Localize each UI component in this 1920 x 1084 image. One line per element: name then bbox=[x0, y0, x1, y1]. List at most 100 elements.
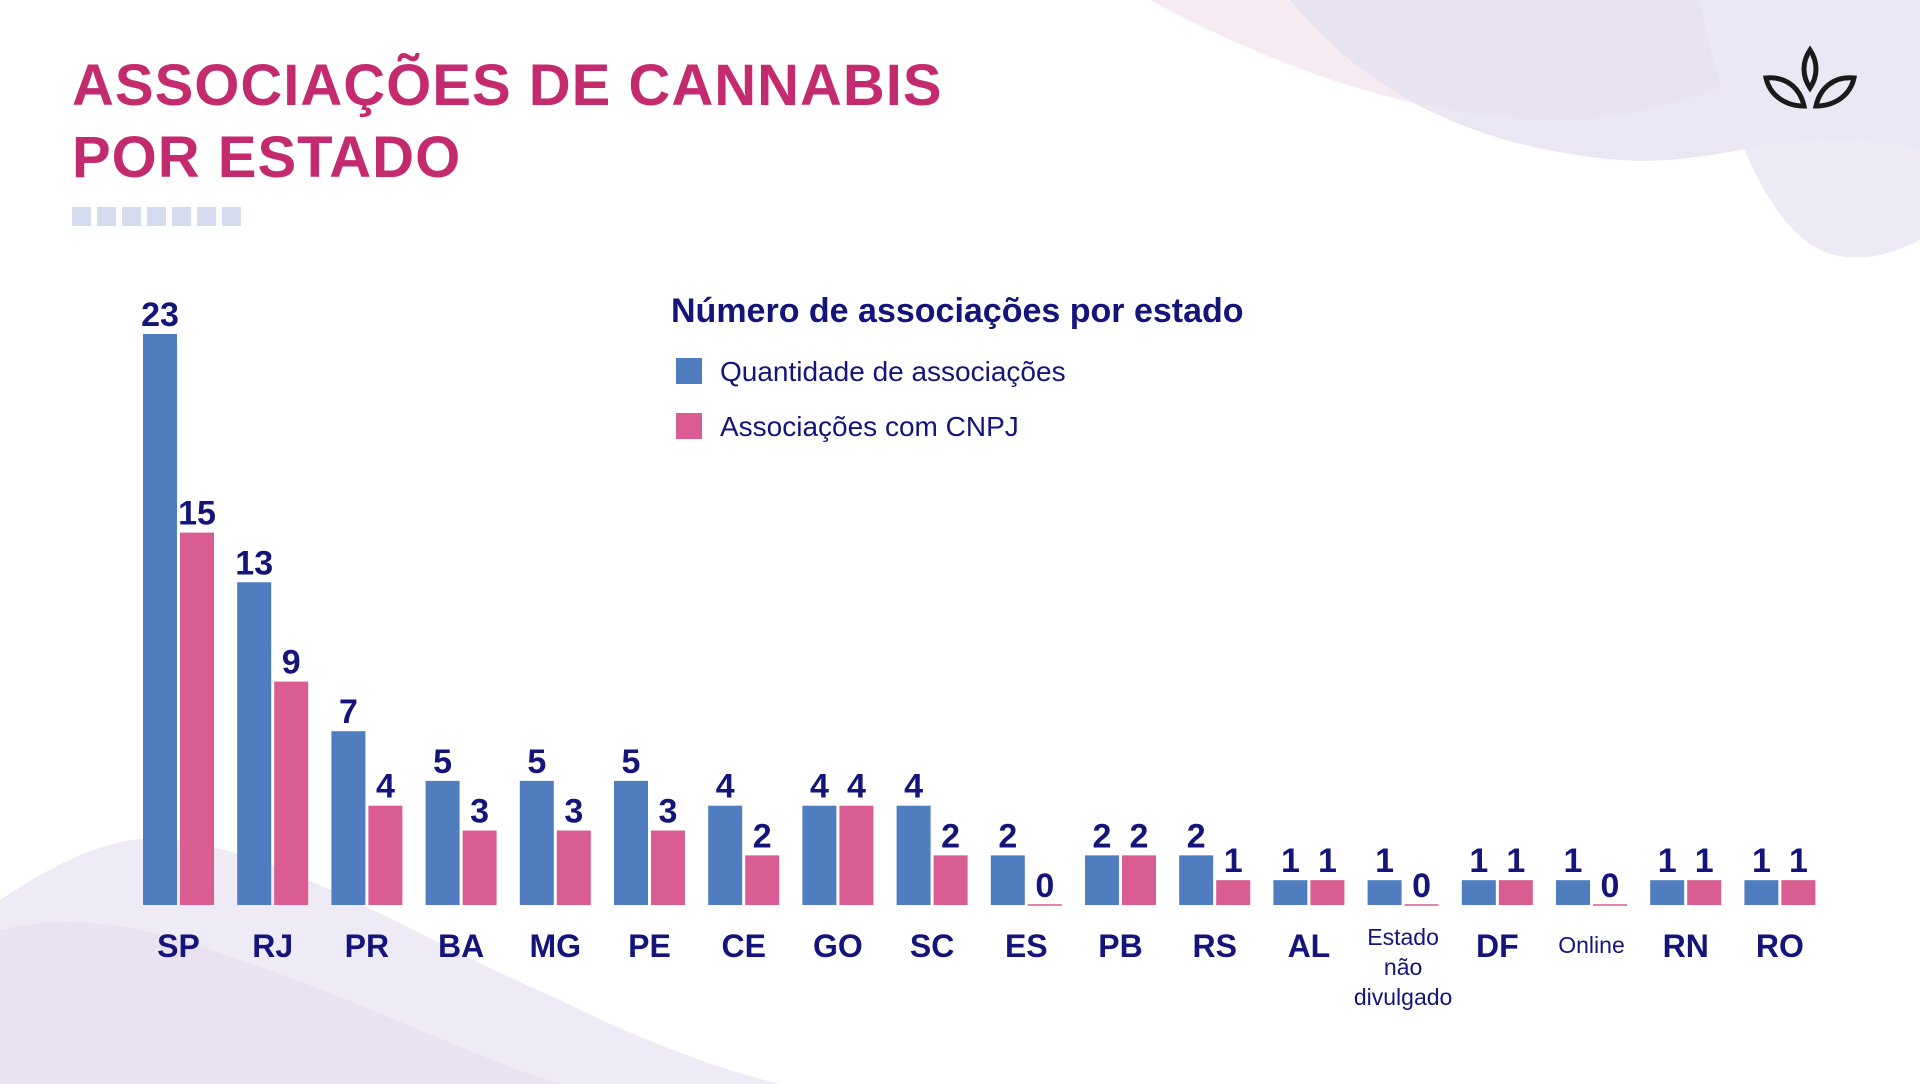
value-label: 2 bbox=[753, 817, 772, 855]
deco-square bbox=[97, 207, 116, 226]
value-label: 3 bbox=[564, 793, 583, 831]
value-label: 15 bbox=[178, 495, 216, 533]
category-label: MG bbox=[530, 928, 582, 964]
value-label: 5 bbox=[433, 743, 452, 781]
category-label: RS bbox=[1192, 928, 1236, 964]
bar-rs-s2 bbox=[1216, 880, 1251, 905]
value-label: 23 bbox=[141, 296, 179, 334]
bar-pr-s1 bbox=[331, 731, 366, 905]
category-label: Online bbox=[1558, 932, 1624, 958]
value-label: 2 bbox=[998, 817, 1017, 855]
bar-al-s2 bbox=[1310, 880, 1345, 905]
title-line-1: ASSOCIAÇÕES DE CANNABIS bbox=[72, 53, 943, 118]
value-label: 4 bbox=[716, 768, 735, 806]
category-label: SP bbox=[157, 928, 200, 964]
value-label: 7 bbox=[339, 693, 358, 731]
bar-online-s1 bbox=[1556, 880, 1590, 905]
value-label: 0 bbox=[1035, 867, 1054, 905]
legend-label-1: Quantidade de associações bbox=[720, 356, 1066, 387]
category-label: GO bbox=[813, 928, 863, 964]
category-label: RN bbox=[1663, 928, 1709, 964]
deco-square bbox=[172, 207, 191, 226]
value-label: 4 bbox=[810, 768, 829, 806]
deco-square bbox=[147, 207, 166, 226]
value-label: 1 bbox=[1658, 842, 1677, 880]
deco-square bbox=[197, 207, 216, 226]
value-label: 1 bbox=[1752, 842, 1771, 880]
bar-estado-não-divulgado-s1 bbox=[1367, 880, 1402, 905]
bar-sp-s1 bbox=[143, 334, 177, 905]
value-label: 1 bbox=[1224, 842, 1243, 880]
bar-rj-s1 bbox=[237, 582, 272, 905]
bars-group bbox=[143, 334, 1816, 906]
category-label-part: divulgado bbox=[1354, 984, 1452, 1010]
category-label: DF bbox=[1476, 928, 1519, 964]
bar-rj-s2 bbox=[274, 681, 309, 905]
bar-rs-s1 bbox=[1179, 855, 1214, 905]
category-label-part: não bbox=[1384, 954, 1422, 980]
category-label-part: Estado bbox=[1367, 924, 1439, 950]
category-labels-group: SP RJ PR BA MG PE CE GO SC ES PB RS AL Estado não divul… bbox=[157, 924, 1804, 1010]
bar-mg-s1 bbox=[519, 780, 554, 905]
value-label: 2 bbox=[1130, 817, 1149, 855]
bar-go-s1 bbox=[802, 805, 837, 905]
value-label: 1 bbox=[1318, 842, 1337, 880]
bar-rn-s1 bbox=[1650, 880, 1685, 905]
bar-ba-s2 bbox=[462, 830, 497, 905]
category-label: AL bbox=[1288, 928, 1331, 964]
legend-label-2: Associações com CNPJ bbox=[720, 411, 1019, 442]
value-label: 4 bbox=[847, 768, 866, 806]
legend-swatch-1 bbox=[676, 358, 702, 384]
bar-df-s2 bbox=[1498, 880, 1533, 905]
category-label: RO bbox=[1756, 928, 1804, 964]
category-label: PB bbox=[1098, 928, 1142, 964]
bar-ro-s1 bbox=[1744, 880, 1779, 905]
value-label: 0 bbox=[1412, 867, 1431, 905]
bar-df-s1 bbox=[1461, 880, 1496, 905]
category-label: ES bbox=[1005, 928, 1048, 964]
value-label: 0 bbox=[1601, 867, 1620, 905]
value-label: 1 bbox=[1506, 842, 1525, 880]
chart-title: Número de associações por estado bbox=[671, 292, 1244, 330]
value-label: 5 bbox=[622, 743, 641, 781]
value-label: 2 bbox=[1093, 817, 1112, 855]
bar-ce-s1 bbox=[708, 805, 743, 905]
category-label: PE bbox=[628, 928, 671, 964]
legend-swatch-2 bbox=[676, 413, 702, 439]
bar-pe-s1 bbox=[614, 780, 648, 905]
value-label: 4 bbox=[376, 768, 395, 806]
value-label: 2 bbox=[1187, 817, 1206, 855]
deco-square bbox=[72, 207, 91, 226]
bar-ro-s2 bbox=[1781, 880, 1816, 905]
value-label: 3 bbox=[470, 793, 489, 831]
value-label: 5 bbox=[527, 743, 546, 781]
value-label: 9 bbox=[282, 644, 301, 682]
value-label: 1 bbox=[1564, 842, 1583, 880]
value-label: 1 bbox=[1695, 842, 1714, 880]
category-label: CE bbox=[721, 928, 765, 964]
category-label: PR bbox=[345, 928, 389, 964]
value-label: 13 bbox=[235, 544, 273, 582]
bar-sp-s2 bbox=[180, 532, 214, 905]
value-label: 1 bbox=[1789, 842, 1808, 880]
bar-go-s2 bbox=[839, 805, 874, 905]
value-label: 1 bbox=[1375, 842, 1394, 880]
decorative-squares bbox=[72, 207, 241, 226]
bar-ce-s2 bbox=[745, 855, 780, 905]
bar-mg-s2 bbox=[556, 830, 591, 905]
value-label: 4 bbox=[904, 768, 923, 806]
category-label: RJ bbox=[252, 928, 293, 964]
value-label: 1 bbox=[1281, 842, 1300, 880]
title-line-2: POR ESTADO bbox=[72, 125, 462, 190]
category-label: SC bbox=[910, 928, 954, 964]
bar-al-s1 bbox=[1273, 880, 1308, 905]
bar-pb-s2 bbox=[1122, 855, 1156, 905]
sprout-icon bbox=[1762, 45, 1858, 109]
value-label: 3 bbox=[659, 793, 678, 831]
value-label: 1 bbox=[1469, 842, 1488, 880]
bar-ba-s1 bbox=[425, 780, 460, 905]
bar-pe-s2 bbox=[651, 830, 685, 905]
deco-square bbox=[122, 207, 141, 226]
